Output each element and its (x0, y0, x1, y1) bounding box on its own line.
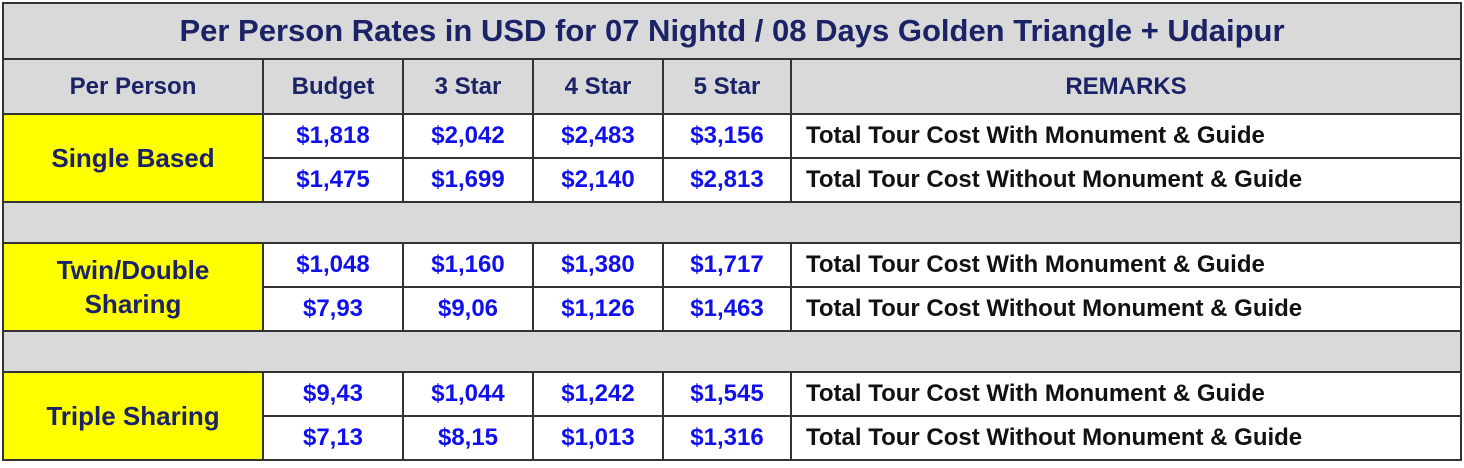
price: $2,042 (402, 113, 534, 159)
price: $9,43 (262, 371, 404, 417)
remark: Total Tour Cost With Monument & Guide (790, 242, 1462, 288)
price: $7,13 (262, 415, 404, 461)
price: $1,380 (532, 242, 664, 288)
remark: Total Tour Cost With Monument & Guide (790, 371, 1462, 417)
header-row: Per Person Budget 3 Star 4 Star 5 Star REMARK… (2, 58, 1462, 115)
title-row: Per Person Rates in USD for 07 Nightd / … (2, 2, 1462, 60)
price: $1,545 (662, 371, 792, 417)
remark: Total Tour Cost Without Monument & Guide (790, 286, 1462, 332)
spacer-row (2, 201, 1462, 244)
rate-row: $7,93 $9,06 $1,126 $1,463 Total Tour Cost Wi… (3, 286, 1462, 332)
column-header: REMARKS (790, 58, 1462, 115)
rate-row: Triple Sharing $9,43 $1,044 $1,242 $1,545 Tot… (2, 371, 1462, 461)
column-header: 4 Star (532, 58, 664, 115)
table-body: Per Person Rates in USD for 07 Nightd / … (2, 2, 1462, 461)
rate-row: $7,13 $8,15 $1,013 $1,316 Total Tour Cost Wi… (3, 415, 1462, 461)
rate-row: $1,475 $1,699 $2,140 $2,813 Total Tour Cost … (3, 157, 1462, 203)
column-header: Budget (262, 58, 404, 115)
spacer-cell (2, 330, 1462, 373)
price: $1,160 (402, 242, 534, 288)
column-header: 5 Star (662, 58, 792, 115)
price: $2,483 (532, 113, 664, 159)
remark: Total Tour Cost Without Monument & Guide (790, 415, 1462, 461)
group-label: Single Based (2, 113, 264, 203)
price: $1,044 (402, 371, 534, 417)
title: Per Person Rates in USD for 07 Nightd / … (2, 2, 1462, 60)
price: $3,156 (662, 113, 792, 159)
price: $1,475 (262, 157, 404, 203)
price: $1,316 (662, 415, 792, 461)
rate-row: Twin/Double Sharing $1,048 $1,160 $1,380 $1,… (2, 242, 1462, 332)
price: $1,463 (662, 286, 792, 332)
spacer-row (2, 330, 1462, 373)
price: $1,818 (262, 113, 404, 159)
price: $7,93 (262, 286, 404, 332)
spacer-cell (2, 201, 1462, 244)
price: $8,15 (402, 415, 534, 461)
rate-table-container: Per Person Rates in USD for 07 Nightd / … (2, 2, 1462, 461)
column-header: Per Person (2, 58, 264, 115)
rate-row: Single Based $1,818 $2,042 $2,483 $3,156 Tota… (2, 113, 1462, 203)
remark: Total Tour Cost With Monument & Guide (790, 113, 1462, 159)
price: $1,013 (532, 415, 664, 461)
group-label: Triple Sharing (2, 371, 264, 461)
remark: Total Tour Cost Without Monument & Guide (790, 157, 1462, 203)
group-label: Twin/Double Sharing (2, 242, 264, 332)
price: $2,140 (532, 157, 664, 203)
price: $1,048 (262, 242, 404, 288)
rate-table: Per Person Rates in USD for 07 Nightd / … (2, 2, 1462, 461)
price: $1,126 (532, 286, 664, 332)
price: $1,242 (532, 371, 664, 417)
price: $1,699 (402, 157, 534, 203)
price: $2,813 (662, 157, 792, 203)
column-header: 3 Star (402, 58, 534, 115)
price: $1,717 (662, 242, 792, 288)
price: $9,06 (402, 286, 534, 332)
